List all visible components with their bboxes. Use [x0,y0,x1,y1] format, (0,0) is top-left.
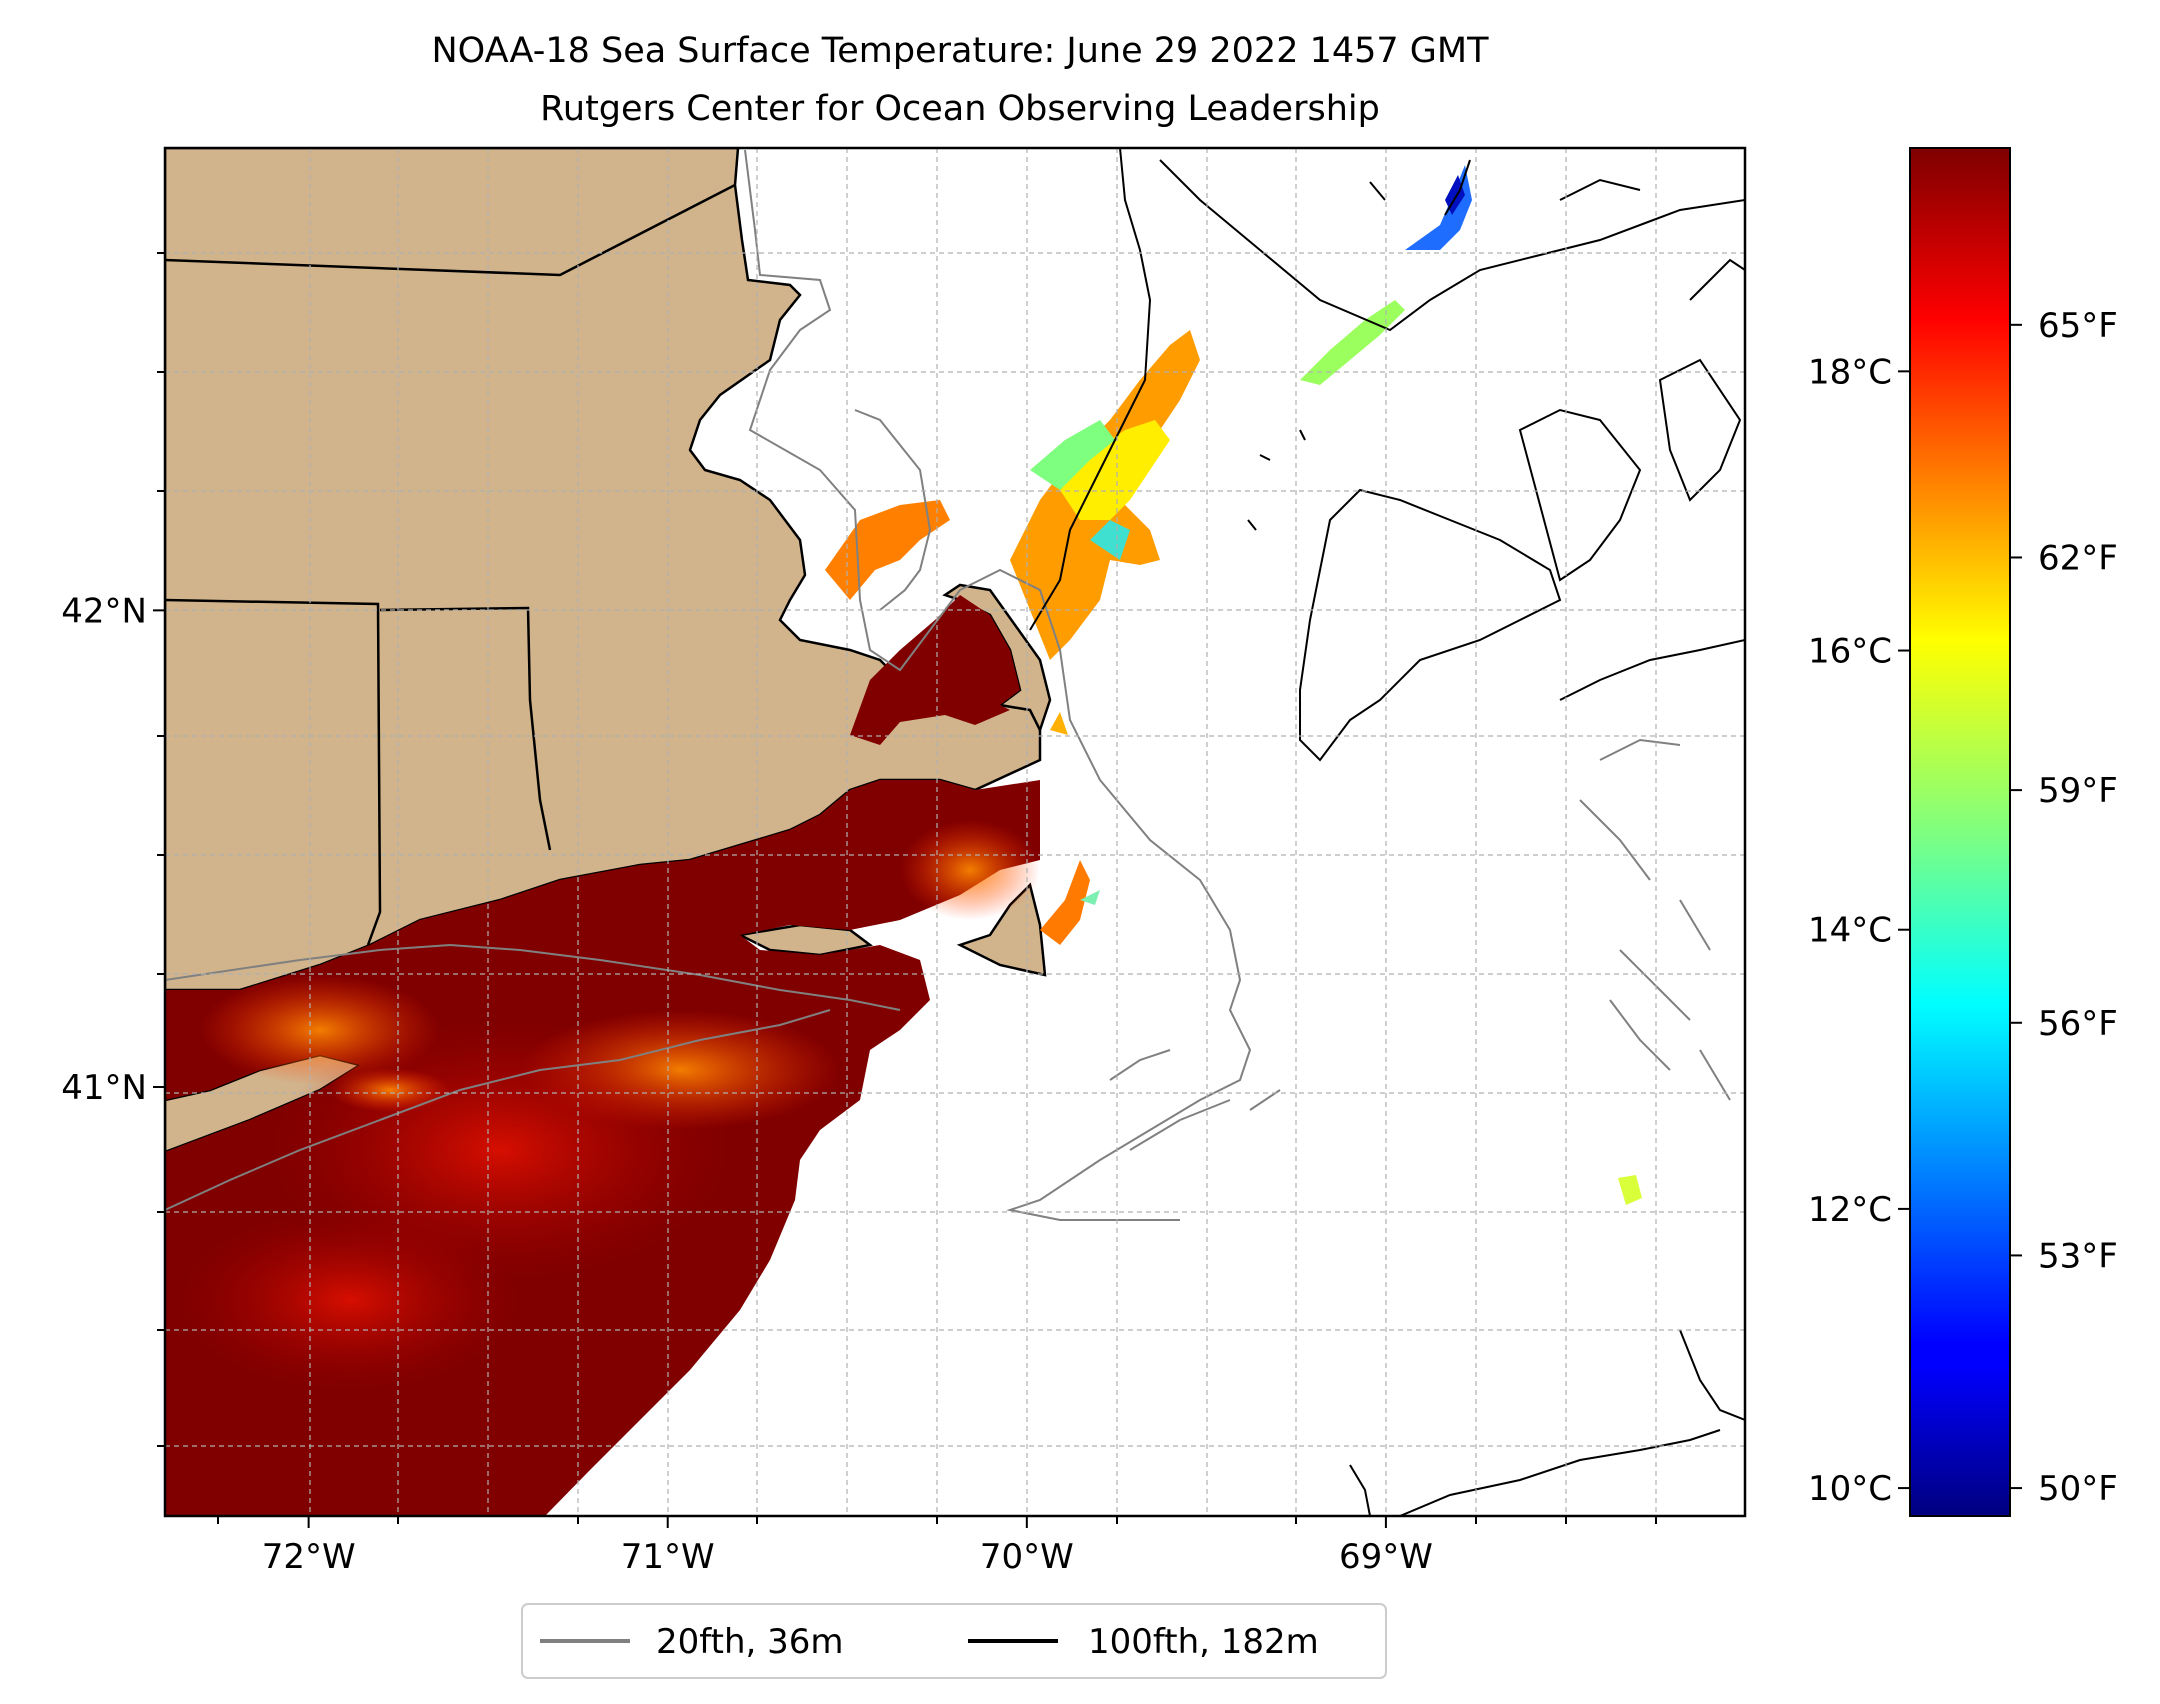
sst-northeast-streak [1300,300,1405,385]
sst-red-patch-2 [180,1210,520,1390]
chart-title-line2: Rutgers Center for Ocean Observing Leade… [540,89,1380,129]
chart-title-line1: NOAA-18 Sea Surface Temperature: June 29… [431,31,1489,71]
fahrenheit-tick-label: 53°F [2038,1236,2118,1276]
sst-orange-patch-3 [900,820,1040,920]
sst-green-band [1030,420,1115,490]
legend-label-20fth: 20fth, 36m [656,1622,844,1662]
map-frame [163,146,1747,1518]
y-tick-label: 41°N [61,1068,147,1108]
fahrenheit-tick-label: 62°F [2038,538,2118,578]
legend: 20fth, 36m 100fth, 182m [521,1603,1387,1679]
state-borders [165,183,736,946]
legend-label-100fth: 100fth, 182m [1088,1622,1319,1662]
sst-cape-cod-bay [850,595,1020,745]
colorbar-celsius-axis: 10°C 12°C 14°C 16°C 18°C [1808,352,1910,1509]
celsius-tick-label: 16°C [1808,632,1892,672]
map-gridlines [165,148,1745,1516]
legend-box [521,1603,1387,1679]
minor-ticks [157,252,1657,1524]
x-tick-label: 71°W [621,1537,715,1577]
fahrenheit-tick-label: 56°F [2038,1004,2118,1044]
celsius-tick-label: 12°C [1808,1190,1892,1230]
x-tick-label: 69°W [1339,1537,1433,1577]
x-tick-label: 70°W [980,1537,1074,1577]
colorbar-fahrenheit-axis: 50°F 53°F 56°F 59°F 62°F 65°F [2010,306,2118,1509]
fahrenheit-tick-label: 50°F [2038,1469,2118,1509]
sst-warm-field [165,595,1040,1516]
sst-southeast-speck [1050,712,1068,735]
isobath-20fth [165,149,1731,1221]
celsius-tick-label: 14°C [1808,911,1892,951]
colorbar: 10°C 12°C 14°C 16°C 18°C 50°F 53°F 56°F 59°F 62°… [1808,147,2118,1517]
map-area [165,148,1745,1516]
y-axis: 41°N 42°N [61,591,165,1108]
colorbar-gradient [1909,147,2011,1517]
celsius-tick-label: 10°C [1808,1469,1892,1509]
sst-south-shoal-cyan [1080,890,1100,905]
fahrenheit-tick-label: 65°F [2038,306,2118,346]
y-tick-label: 42°N [61,591,147,631]
sst-south-shoal-orange [1040,860,1090,945]
x-tick-label: 72°W [262,1537,356,1577]
sst-cyan-streak [1090,520,1130,560]
sst-orange-patch-4 [330,1068,450,1112]
fahrenheit-tick-label: 59°F [2038,771,2118,811]
isobath-100fth [1029,148,1745,1516]
sst-bay-edge-orange [825,500,950,600]
x-axis: 72°W 71°W 70°W 69°W [262,1516,1433,1577]
celsius-tick-label: 18°C [1808,352,1892,392]
sst-offshore-speck [1618,1175,1642,1205]
sst-north-blue [1405,165,1472,250]
